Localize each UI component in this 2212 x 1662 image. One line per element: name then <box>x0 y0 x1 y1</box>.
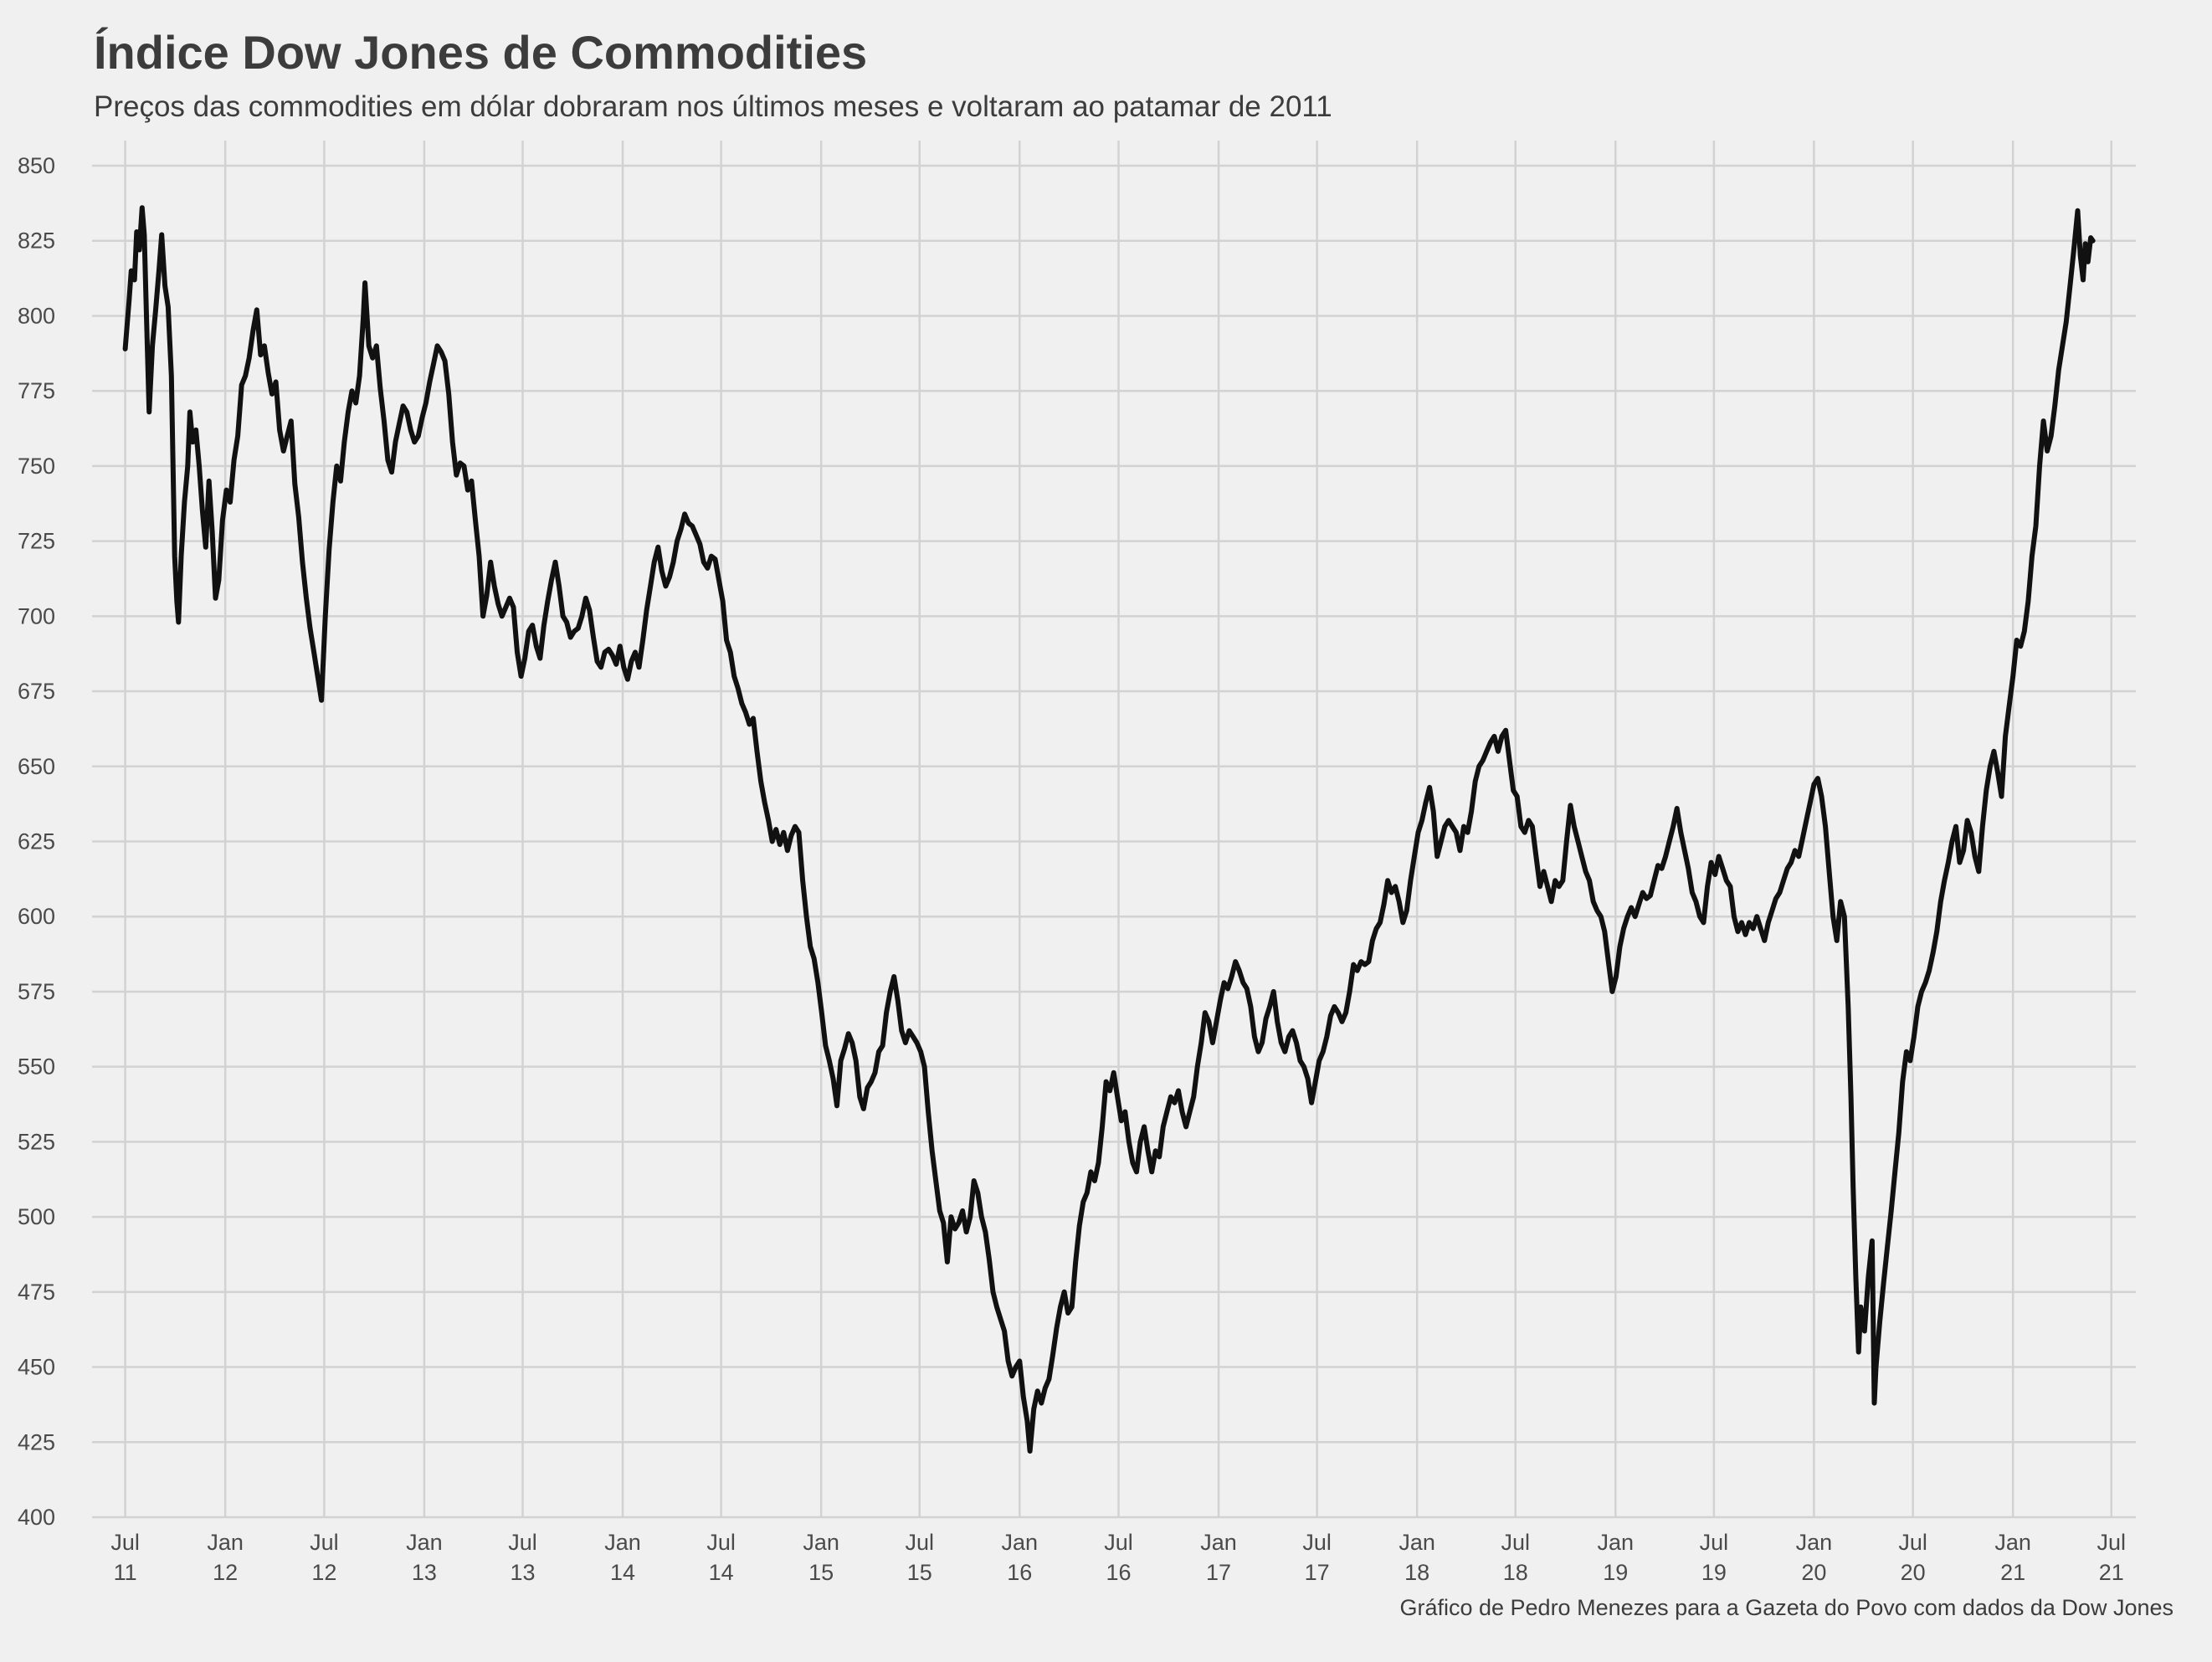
x-tick-label-month: Jan <box>604 1530 641 1555</box>
x-tick-label-year: 13 <box>510 1560 535 1585</box>
x-tick-label-month: Jan <box>406 1530 443 1555</box>
y-tick-label: 525 <box>18 1129 55 1154</box>
y-tick-label: 400 <box>18 1505 55 1530</box>
y-tick-label: 750 <box>18 454 55 479</box>
y-tick-label: 450 <box>18 1355 55 1380</box>
x-tick-label-year: 21 <box>2099 1560 2124 1585</box>
x-tick-label-month: Jan <box>1598 1530 1635 1555</box>
y-tick-label: 550 <box>18 1054 55 1080</box>
y-tick-label: 775 <box>18 378 55 403</box>
y-tick-label: 650 <box>18 754 55 779</box>
x-tick-label-year: 14 <box>610 1560 635 1585</box>
gridlines <box>92 141 2136 1519</box>
x-tick-label-year: 13 <box>412 1560 437 1585</box>
y-tick-label: 625 <box>18 829 55 854</box>
x-tick-label-year: 19 <box>1603 1560 1628 1585</box>
series-layer <box>122 205 2096 1454</box>
x-tick-label-year: 16 <box>1106 1560 1131 1585</box>
x-tick-label-year: 14 <box>709 1560 734 1585</box>
x-tick-label-month: Jul <box>508 1530 537 1555</box>
x-tick-label-year: 19 <box>1701 1560 1727 1585</box>
chart-subtitle: Preços das commodities em dólar dobraram… <box>94 90 1332 123</box>
x-tick-label-year: 15 <box>907 1560 932 1585</box>
x-tick-label-year: 15 <box>808 1560 834 1585</box>
x-tick-label-month: Jul <box>1700 1530 1729 1555</box>
y-tick-label: 600 <box>18 904 55 929</box>
chart-title: Índice Dow Jones de Commodities <box>94 26 868 79</box>
x-tick-label-month: Jul <box>905 1530 934 1555</box>
x-tick-label-year: 20 <box>1901 1560 1926 1585</box>
x-tick-label-month: Jul <box>1302 1530 1332 1555</box>
x-tick-label-year: 18 <box>1404 1560 1429 1585</box>
x-tick-label-year: 21 <box>2000 1560 2025 1585</box>
x-tick-label-year: 11 <box>114 1560 137 1585</box>
y-tick-label: 475 <box>18 1280 55 1305</box>
x-tick-label-month: Jan <box>1200 1530 1237 1555</box>
series-line <box>122 205 2096 1454</box>
x-tick-label-month: Jul <box>110 1530 140 1555</box>
x-tick-label-month: Jul <box>2097 1530 2127 1555</box>
x-tick-label-month: Jan <box>1399 1530 1435 1555</box>
y-tick-label: 725 <box>18 529 55 554</box>
y-tick-label: 850 <box>18 153 55 178</box>
x-tick-label-year: 20 <box>1801 1560 1826 1585</box>
x-tick-label-year: 12 <box>311 1560 336 1585</box>
y-tick-label: 800 <box>18 303 55 328</box>
y-tick-label: 700 <box>18 603 55 628</box>
x-tick-label-month: Jan <box>1796 1530 1833 1555</box>
x-tick-label-month: Jan <box>1994 1530 2031 1555</box>
x-tick-label-month: Jul <box>706 1530 736 1555</box>
x-tick-label-month: Jul <box>1104 1530 1133 1555</box>
x-tick-label-month: Jan <box>207 1530 244 1555</box>
x-tick-label-year: 16 <box>1007 1560 1032 1585</box>
x-tick-label-year: 18 <box>1503 1560 1528 1585</box>
x-tick-label-year: 17 <box>1305 1560 1330 1585</box>
x-tick-label-month: Jan <box>803 1530 839 1555</box>
y-tick-label: 825 <box>18 228 55 254</box>
x-tick-label-month: Jan <box>1002 1530 1039 1555</box>
y-tick-label: 675 <box>18 679 55 704</box>
y-tick-label: 500 <box>18 1204 55 1229</box>
x-tick-label-year: 17 <box>1206 1560 1231 1585</box>
x-tick-label-month: Jul <box>310 1530 339 1555</box>
y-tick-label: 575 <box>18 979 55 1004</box>
x-tick-label-month: Jul <box>1898 1530 1927 1555</box>
axis-labels: 400 425 450 475 500 525 550 575 600 625 650 675 700 7… <box>18 153 2126 1585</box>
chart-caption: Gráfico de Pedro Menezes para a Gazeta d… <box>1399 1595 2174 1620</box>
x-tick-label-year: 12 <box>213 1560 238 1585</box>
x-tick-label-month: Jul <box>1501 1530 1531 1555</box>
y-tick-label: 425 <box>18 1429 55 1454</box>
